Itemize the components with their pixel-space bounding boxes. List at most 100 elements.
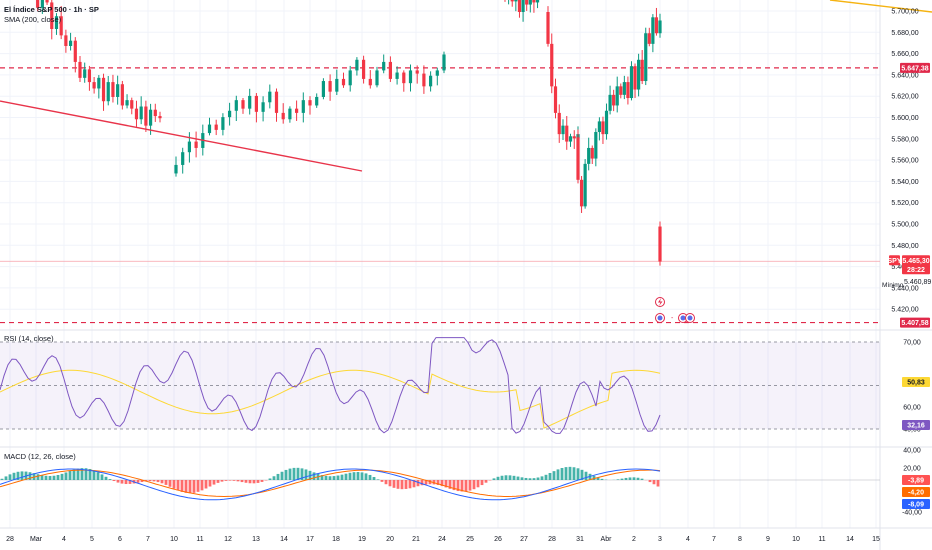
flag-glyph (680, 315, 686, 321)
macd-histogram-bar (104, 476, 108, 480)
candle-body (517, 0, 522, 12)
x-tick-label: Mar (30, 536, 43, 543)
macd-histogram-bar (452, 480, 456, 491)
candle-body (579, 179, 584, 207)
macd-histogram-bar (524, 477, 528, 480)
macd-histogram-bar (248, 480, 252, 484)
flag-glyph (687, 315, 693, 321)
x-tick-label: 10 (170, 536, 178, 543)
candle-body (234, 100, 238, 111)
macd-histogram-bar (256, 480, 260, 483)
level-low-badge-bg (900, 317, 930, 328)
macd-histogram-bar (440, 480, 444, 487)
candle-body (608, 94, 612, 111)
macd-histogram-bar (4, 476, 8, 480)
macd-legend[interactable]: MACD (12, 26, close) (4, 452, 76, 461)
candle-body (422, 73, 426, 87)
x-tick-label: 6 (118, 536, 122, 543)
candle-body (315, 96, 319, 106)
macd-histogram-bar (372, 477, 376, 480)
candle-body (382, 61, 386, 71)
x-tick-label: 15 (872, 536, 880, 543)
candle-body (281, 112, 285, 120)
candle-body (355, 59, 359, 71)
x-tick-label: 8 (738, 536, 742, 543)
macd-histogram-bar (628, 477, 632, 480)
macd-histogram-bar (212, 480, 216, 485)
candle-body (658, 226, 662, 262)
chart-title[interactable]: El Índice S&P 500 · 1h · SP (4, 5, 99, 14)
candle-body (415, 70, 419, 74)
macd-histogram-bar (568, 466, 572, 480)
macd-histogram-bar (380, 480, 384, 482)
macd-histogram-bar (396, 480, 400, 489)
macd-histogram-bar (404, 480, 408, 489)
macd-histogram-bar (28, 472, 32, 480)
price-tick-label: 5.680,00 (891, 30, 918, 37)
candle-body (134, 108, 139, 120)
macd-histogram-bar (332, 476, 336, 480)
x-tick-label: 2 (632, 536, 636, 543)
price-tick-label: 5.480,00 (891, 243, 918, 250)
price-tick-label: 5.500,00 (891, 222, 918, 229)
rsi-value-badge-bg (902, 377, 930, 387)
macd-histogram-bar (428, 480, 432, 485)
candle-body (228, 110, 232, 118)
price-tick-label: 5.600,00 (891, 115, 918, 122)
last-price-badge-bg (902, 255, 930, 266)
macd-histogram-bar (128, 480, 132, 484)
x-tick-label: 19 (358, 536, 366, 543)
candle-body (601, 121, 605, 135)
event-markers[interactable]: - (655, 297, 695, 323)
macd-tick-label: -40,00 (902, 510, 922, 517)
candle-body (54, 16, 59, 29)
macd-histogram-bar (48, 475, 52, 480)
macd-histogram-bar (152, 480, 156, 482)
candle-body (341, 78, 346, 86)
candle-body (535, 0, 540, 3)
x-tick-label: 9 (766, 536, 770, 543)
spy-badge-bg (889, 255, 900, 266)
candle-body (587, 147, 591, 164)
macd-signal-badge: -4,20 (908, 490, 924, 497)
candle-body (261, 102, 265, 112)
candle-body (395, 72, 399, 79)
countdown-badge: 28:22 (907, 267, 925, 274)
candle-body (221, 117, 225, 130)
macd-histogram-bar (108, 479, 112, 480)
macd-histogram-bar (148, 480, 152, 482)
rsi-legend[interactable]: RSI (14, close) (4, 334, 54, 343)
axes: 5.700,00 5.680,00 5.660,00 5.640,00 5.620,00… (6, 9, 922, 544)
candle-body (45, 0, 49, 3)
event-separator: - (671, 315, 674, 322)
candle-body (633, 66, 637, 90)
last-price-badge: 5.465,30 (902, 258, 929, 265)
x-tick-label: 7 (712, 536, 716, 543)
candle-body (101, 77, 106, 102)
macd-histogram-bar (460, 480, 464, 492)
price-tick-label: 5.540,00 (891, 179, 918, 186)
candle-body (435, 70, 439, 76)
macd-tick-label: 40,00 (903, 448, 921, 455)
price-tick-label: 5.440,00 (891, 285, 918, 292)
candle-body (553, 86, 558, 113)
macd-histogram-bar (448, 480, 452, 489)
sma-legend[interactable]: SMA (200, close) (4, 15, 62, 24)
candle-body (572, 136, 576, 139)
macd-histogram-bar (360, 472, 364, 480)
macd-line-badge-bg (902, 499, 930, 509)
macd-histogram-bar (64, 472, 68, 480)
x-tick-label: 12 (224, 536, 232, 543)
macd-histogram-bar (400, 480, 404, 490)
candle-body (194, 141, 198, 148)
macd-histogram-bar (328, 476, 332, 480)
macd-histogram-bar (584, 471, 588, 480)
x-tick-label: 25 (466, 536, 474, 543)
macd-histogram-bar (652, 480, 656, 485)
macd-histogram-bar (492, 478, 496, 480)
candle-body (40, 0, 44, 8)
rsi-ma-badge-bg (902, 420, 930, 430)
x-tick-label: 5 (90, 536, 94, 543)
macd-histogram-bar (280, 471, 284, 480)
candle-body (335, 78, 339, 92)
